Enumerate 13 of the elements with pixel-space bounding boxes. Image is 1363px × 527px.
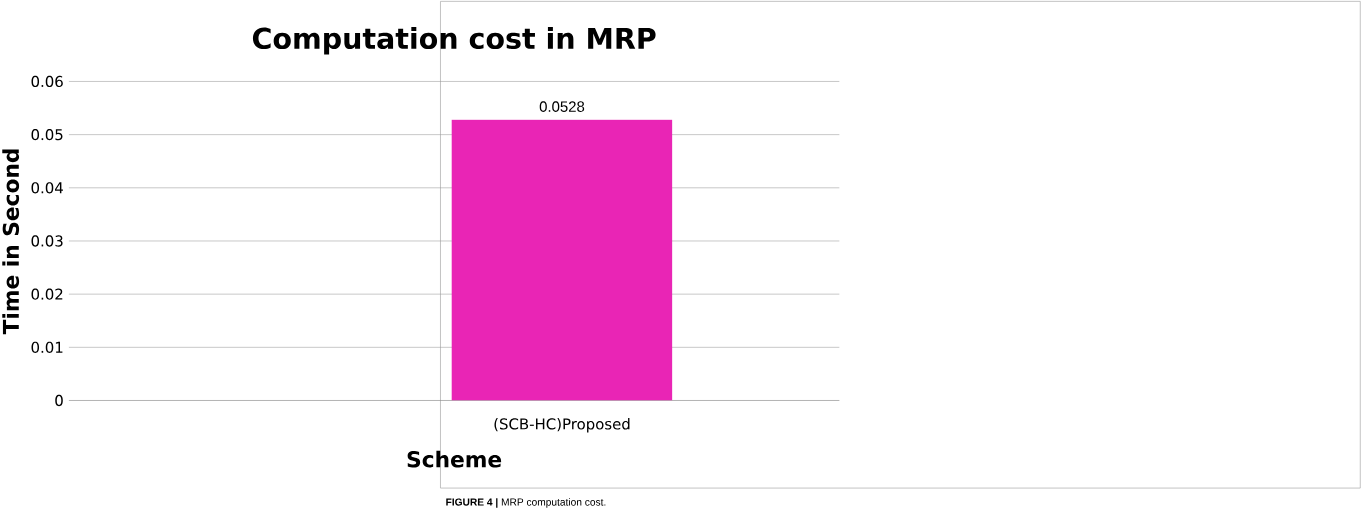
y-tick-label: 0.04 — [31, 181, 63, 194]
y-tick-label: 0.02 — [31, 288, 63, 300]
y-tick-label: 0.01 — [31, 341, 63, 353]
y-tick-label: 0.06 — [31, 75, 63, 87]
y-tick-label: 0.05 — [31, 128, 63, 141]
y-tick-label: 0.03 — [31, 235, 63, 247]
y-tick-label: 0 — [55, 394, 63, 406]
chart-title: Computation cost in MRP — [252, 26, 656, 55]
y-axis-title: Time in Second — [2, 149, 20, 335]
x-axis-title: Scheme — [407, 450, 502, 468]
x-tick-label: (SCB-HC)Proposed — [494, 417, 630, 433]
data-label: 0.0528 — [539, 101, 585, 112]
text: FIGURE 4 | MRP computation cost. — [446, 497, 606, 508]
